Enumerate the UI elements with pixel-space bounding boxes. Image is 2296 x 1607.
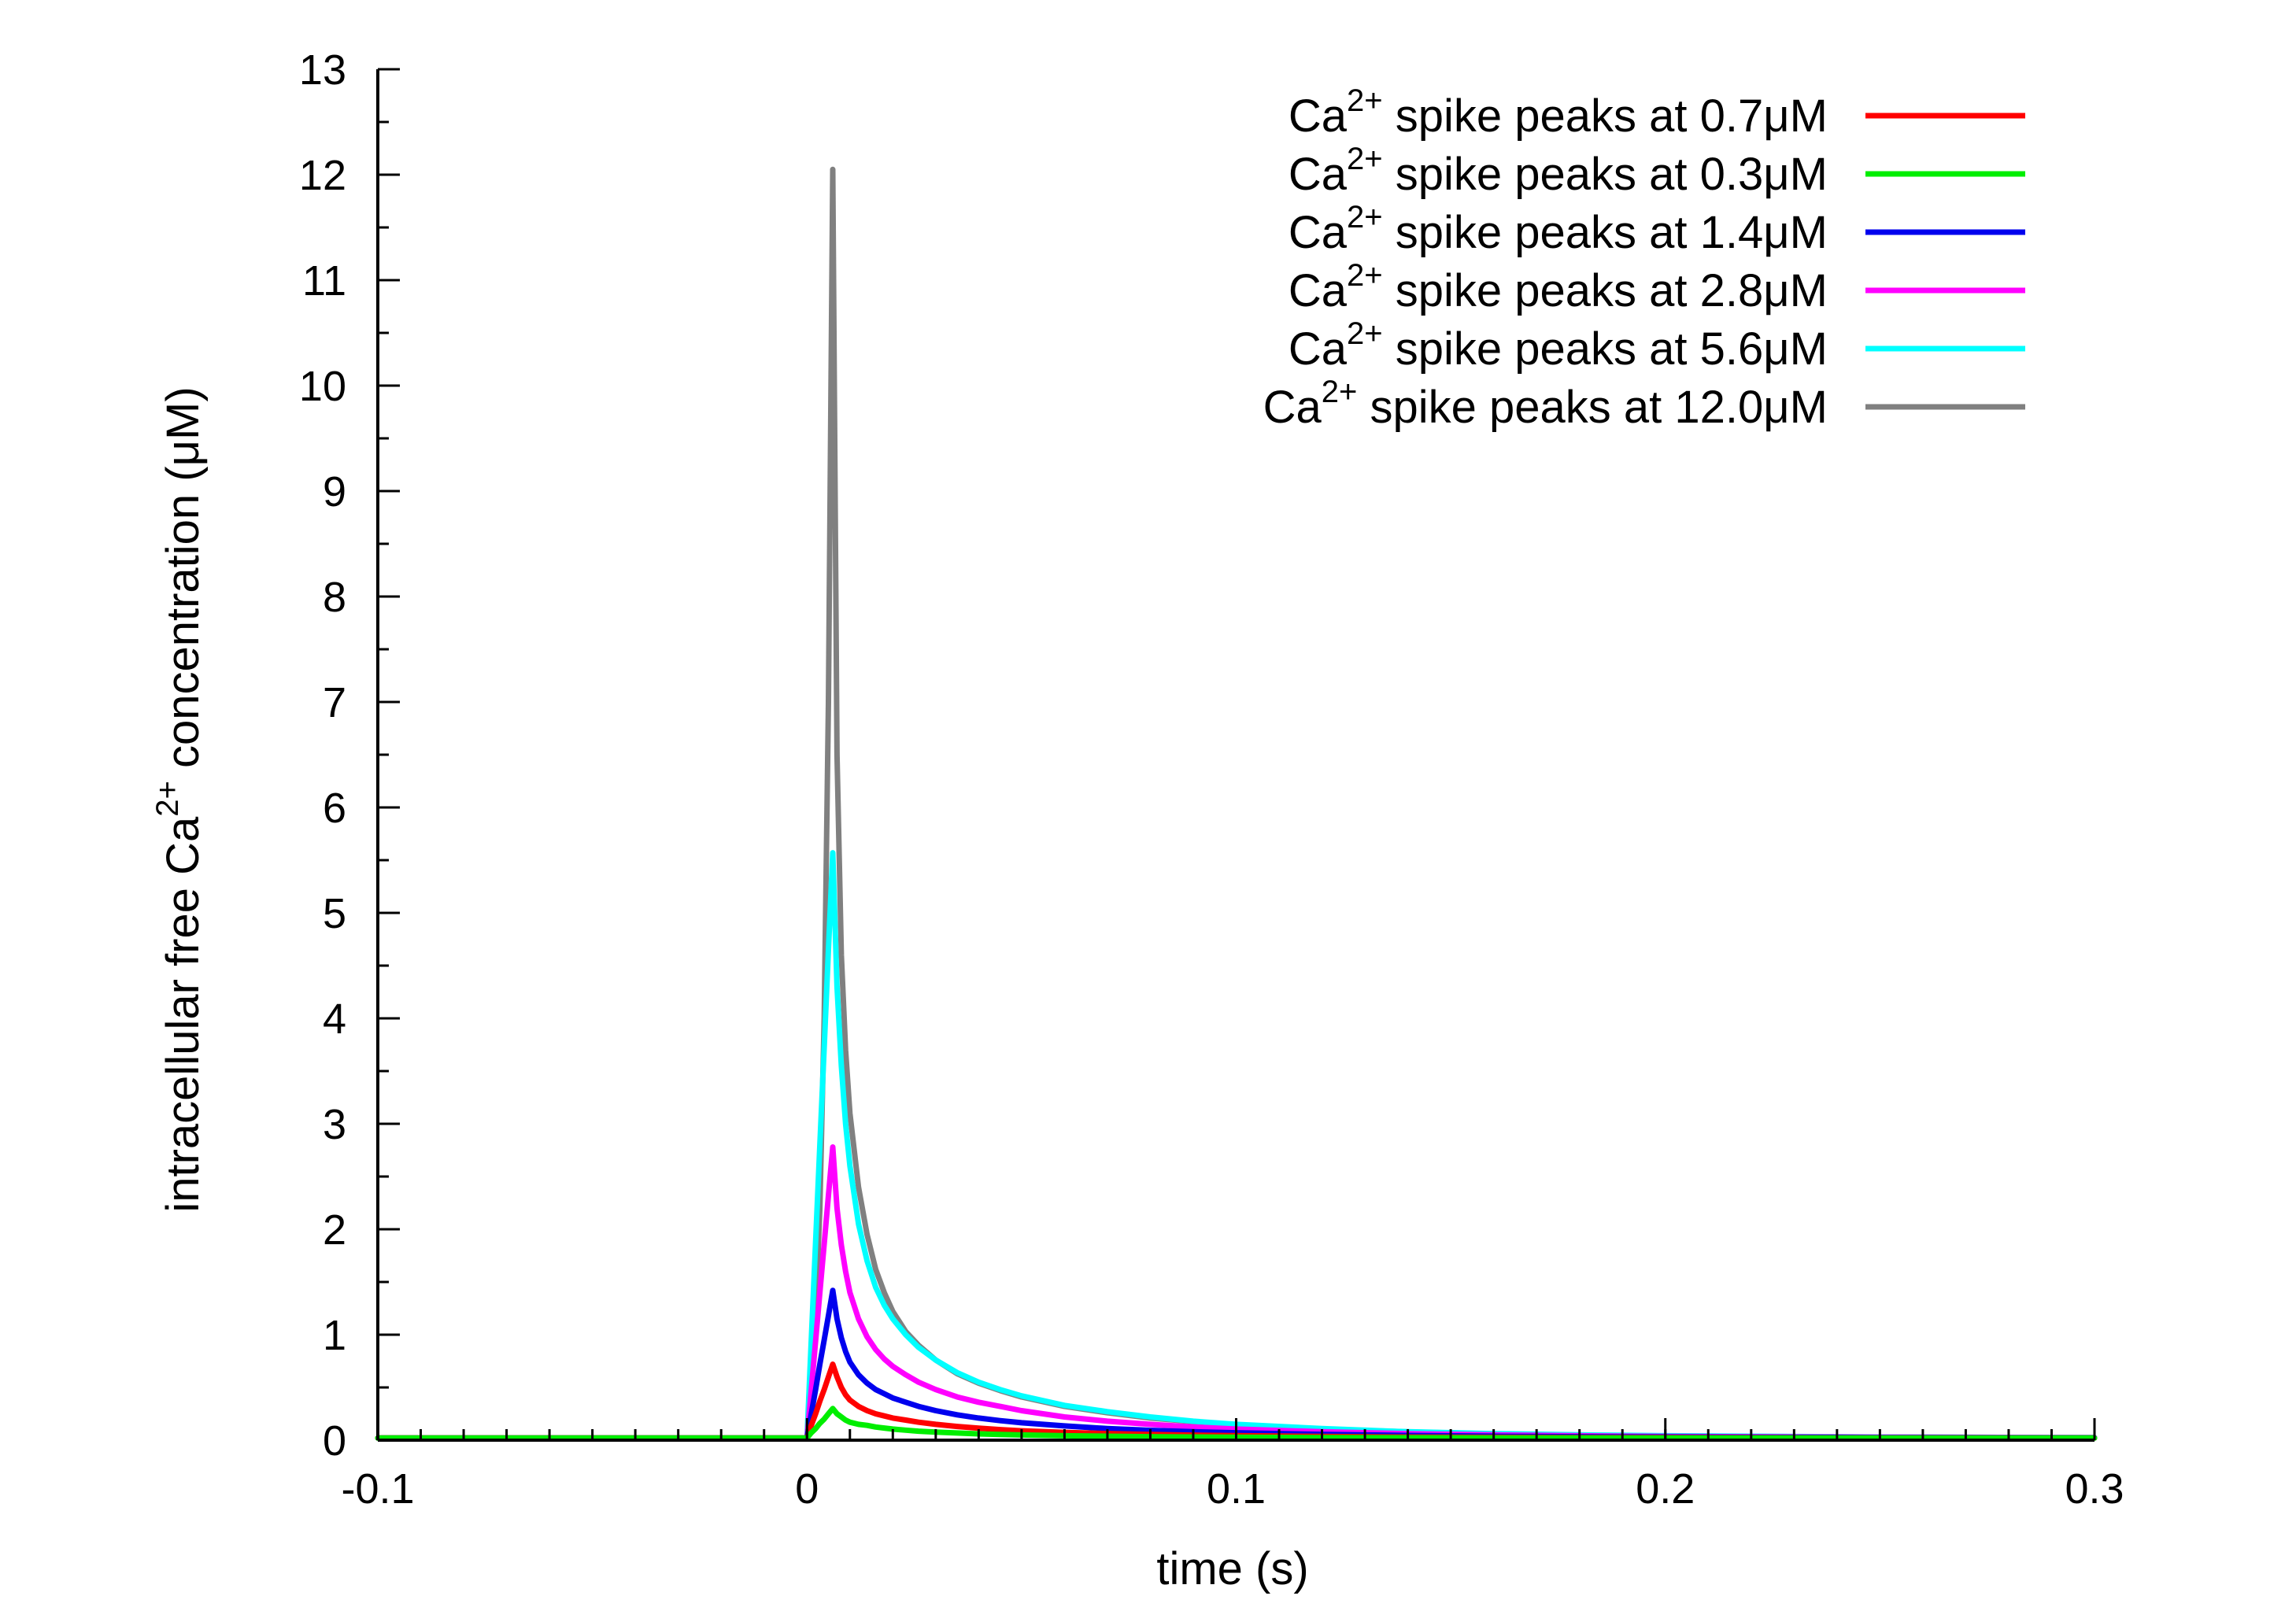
series-line-2 <box>375 1406 2098 1441</box>
y-axis-label-superscript: 2+ <box>150 781 185 817</box>
x-tick-label: 0.3 <box>2065 1465 2124 1513</box>
y-tick-label: 10 <box>299 363 346 410</box>
y-tick-label: 1 <box>323 1312 346 1359</box>
y-tick-label: 5 <box>323 890 346 937</box>
plot-lines <box>375 166 2098 1441</box>
y-axis-label-main: intracellular free Ca <box>157 816 209 1213</box>
series-line-6 <box>375 166 2098 1441</box>
legend-label-rest: spike peaks at 2.8μM <box>1383 265 1828 316</box>
y-tick-label: 2 <box>323 1206 346 1254</box>
legend-label-main: Ca <box>1288 265 1348 316</box>
y-tick-label: 0 <box>323 1417 346 1465</box>
y-tick-label: 3 <box>323 1101 346 1148</box>
axes <box>376 69 2094 1442</box>
ticks <box>376 68 2096 1442</box>
legend-label-superscript: 2+ <box>1347 258 1383 293</box>
y-tick-label: 13 <box>299 46 346 94</box>
x-axis-label: time (s) <box>1156 1543 1308 1594</box>
legend-label-superscript: 2+ <box>1347 316 1383 351</box>
legend-label-superscript: 2+ <box>1347 200 1383 235</box>
y-tick-label: 8 <box>323 574 346 621</box>
legend-label-superscript: 2+ <box>1347 83 1383 118</box>
legend-label-rest: spike peaks at 1.4μM <box>1383 207 1828 258</box>
legend-label-main: Ca <box>1288 149 1348 200</box>
legend-label: Ca2+ spike peaks at 1.4μM <box>1288 200 1828 258</box>
legend-label-main: Ca <box>1288 323 1348 375</box>
y-tick-label: 11 <box>302 257 346 305</box>
x-tick-label: 0.1 <box>1207 1465 1266 1513</box>
series-line-3 <box>375 1287 2098 1441</box>
legend-label: Ca2+ spike peaks at 0.3μM <box>1288 142 1828 200</box>
y-tick-label: 4 <box>323 996 346 1043</box>
x-tick-label: -0.1 <box>341 1465 414 1513</box>
legend-label-superscript: 2+ <box>1322 375 1358 409</box>
y-axis-label: intracellular free Ca2+ concentration (μ… <box>150 386 209 1212</box>
legend-label: Ca2+ spike peaks at 2.8μM <box>1288 258 1828 316</box>
series-line-4 <box>375 1144 2098 1441</box>
legend-label-rest: spike peaks at 0.7μM <box>1383 91 1828 142</box>
legend-label: Ca2+ spike peaks at 12.0μM <box>1263 375 1828 433</box>
legend-label-main: Ca <box>1288 91 1348 142</box>
y-axis-label-rest: concentration (μM) <box>157 386 209 781</box>
x-tick-label: 0.2 <box>1636 1465 1695 1513</box>
legend-entry: Ca2+ spike peaks at 1.4μM <box>1288 200 2025 258</box>
legend-label: Ca2+ spike peaks at 0.7μM <box>1288 83 1828 142</box>
legend-label-rest: spike peaks at 12.0μM <box>1357 382 1828 433</box>
legend-label: Ca2+ spike peaks at 5.6μM <box>1288 316 1828 375</box>
y-tick-label: 6 <box>323 785 346 832</box>
legend-label-superscript: 2+ <box>1347 142 1383 176</box>
legend-label-rest: spike peaks at 5.6μM <box>1383 323 1828 375</box>
legend-entry: Ca2+ spike peaks at 0.3μM <box>1288 142 2025 200</box>
series-line-5 <box>375 850 2098 1441</box>
legend-entry: Ca2+ spike peaks at 0.7μM <box>1288 83 2025 142</box>
legend-entry: Ca2+ spike peaks at 5.6μM <box>1288 316 2025 375</box>
x-tick-label: 0 <box>795 1465 819 1513</box>
legend-label-main: Ca <box>1263 382 1322 433</box>
legend-label-main: Ca <box>1288 207 1348 258</box>
legend-entry: Ca2+ spike peaks at 12.0μM <box>1263 375 2025 433</box>
y-tick-label: 9 <box>323 468 346 515</box>
legend-entry: Ca2+ spike peaks at 2.8μM <box>1288 258 2025 316</box>
legend-label-rest: spike peaks at 0.3μM <box>1383 149 1828 200</box>
y-tick-label: 7 <box>323 679 346 726</box>
y-tick-label: 12 <box>299 152 346 199</box>
